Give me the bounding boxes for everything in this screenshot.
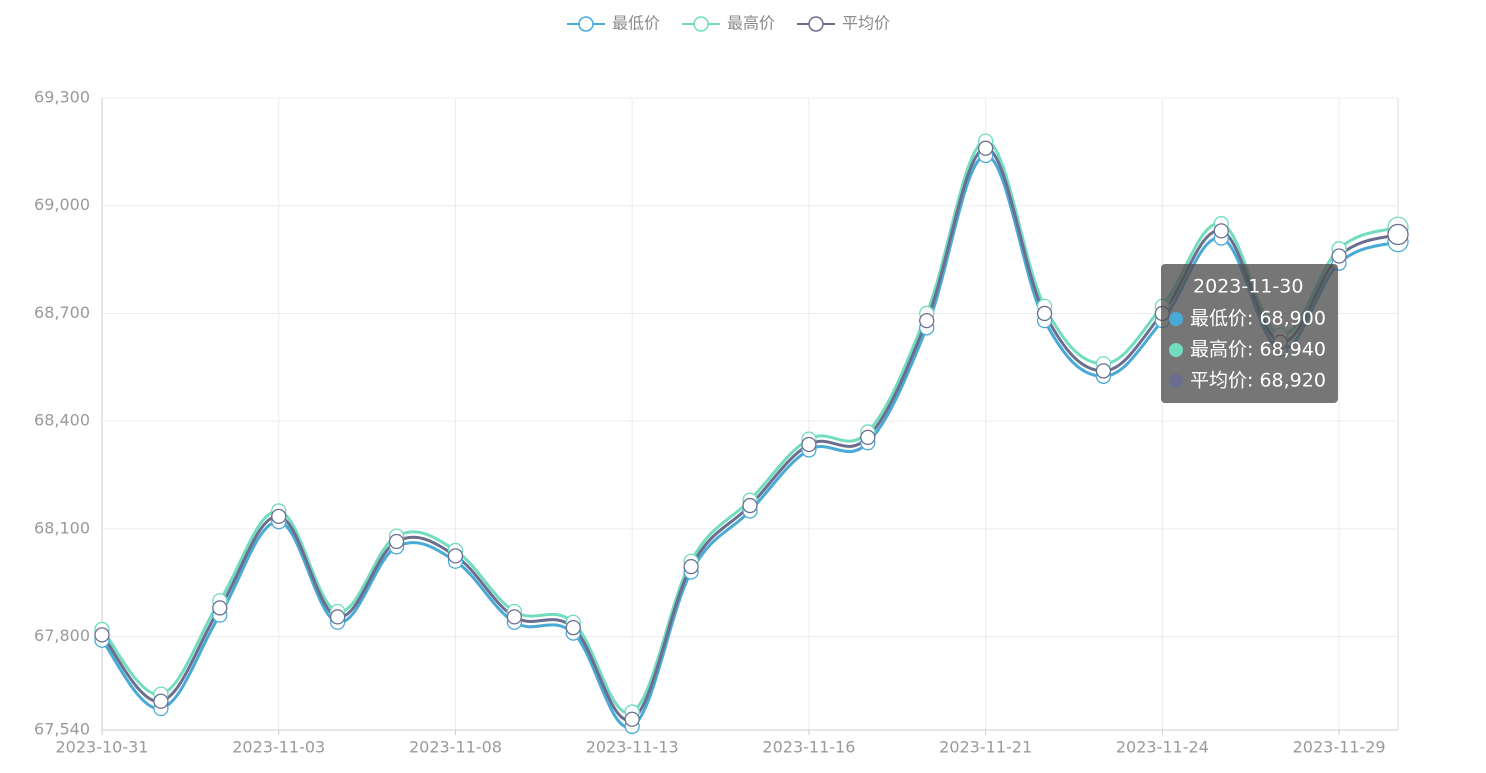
y-tick-label: 69,300 [34, 88, 90, 107]
legend-marker [693, 16, 709, 32]
data-point[interactable] [212, 600, 228, 616]
data-point[interactable] [1387, 223, 1409, 246]
tooltip-box [1161, 264, 1338, 403]
legend-label: 最低价 [612, 14, 660, 33]
data-point[interactable] [860, 429, 876, 445]
data-point[interactable] [271, 508, 287, 524]
x-tick-label: 2023-11-29 [1293, 738, 1386, 757]
data-point[interactable] [506, 609, 523, 625]
data-point[interactable] [1036, 305, 1053, 322]
tooltip-dot [1169, 312, 1183, 326]
legend-item[interactable]: 最高价 [682, 14, 775, 33]
data-point[interactable] [977, 140, 994, 156]
data-point[interactable] [94, 627, 110, 643]
legend-marker [808, 16, 824, 32]
y-tick-label: 68,100 [34, 518, 90, 537]
x-tick-label: 2023-11-16 [762, 738, 855, 757]
x-tick-label: 2023-11-21 [939, 738, 1032, 757]
tooltip-item: 平均价: 68,920 [1190, 370, 1326, 392]
data-point[interactable] [801, 436, 817, 453]
x-tick-label: 2023-11-08 [409, 738, 502, 757]
y-tick-label: 69,000 [34, 195, 90, 214]
data-point[interactable] [1213, 223, 1229, 239]
series-line [100, 139, 1399, 715]
data-point[interactable] [153, 693, 169, 709]
legend-label: 最高价 [727, 14, 775, 33]
x-tick-label: 2023-10-31 [56, 738, 149, 757]
data-point[interactable] [329, 609, 346, 625]
tooltip-item: 最低价: 68,900 [1190, 308, 1326, 330]
data-point[interactable] [1331, 248, 1347, 264]
legend-marker [578, 16, 594, 32]
tooltip-item: 最高价: 68,940 [1190, 339, 1326, 361]
x-tick-label: 2023-11-13 [586, 738, 679, 757]
data-point[interactable] [683, 558, 699, 575]
y-tick-label: 67,540 [34, 720, 90, 739]
legend-item[interactable]: 平均价 [797, 14, 890, 33]
tooltip-dot [1169, 374, 1183, 388]
y-tick-label: 67,800 [34, 626, 90, 645]
legend-item[interactable]: 最低价 [567, 14, 660, 33]
x-tick-label: 2023-11-24 [1116, 738, 1209, 757]
data-point[interactable] [565, 620, 581, 636]
data-point[interactable] [624, 711, 640, 727]
tooltip-title: 2023-11-30 [1193, 276, 1303, 298]
legend-label: 平均价 [842, 14, 890, 33]
data-point[interactable] [388, 533, 405, 550]
data-point[interactable] [1095, 363, 1112, 379]
x-tick-label: 2023-11-03 [232, 738, 325, 757]
tooltip: 2023-11-30 最低价: 68,900 最高价: 68,940 平均价: 68,… [1161, 264, 1338, 403]
data-point[interactable] [742, 497, 758, 514]
y-tick-label: 68,700 [34, 303, 90, 322]
y-tick-label: 68,400 [34, 411, 90, 430]
data-point[interactable] [447, 548, 464, 564]
tooltip-dot [1169, 343, 1183, 357]
data-point[interactable] [919, 312, 935, 329]
